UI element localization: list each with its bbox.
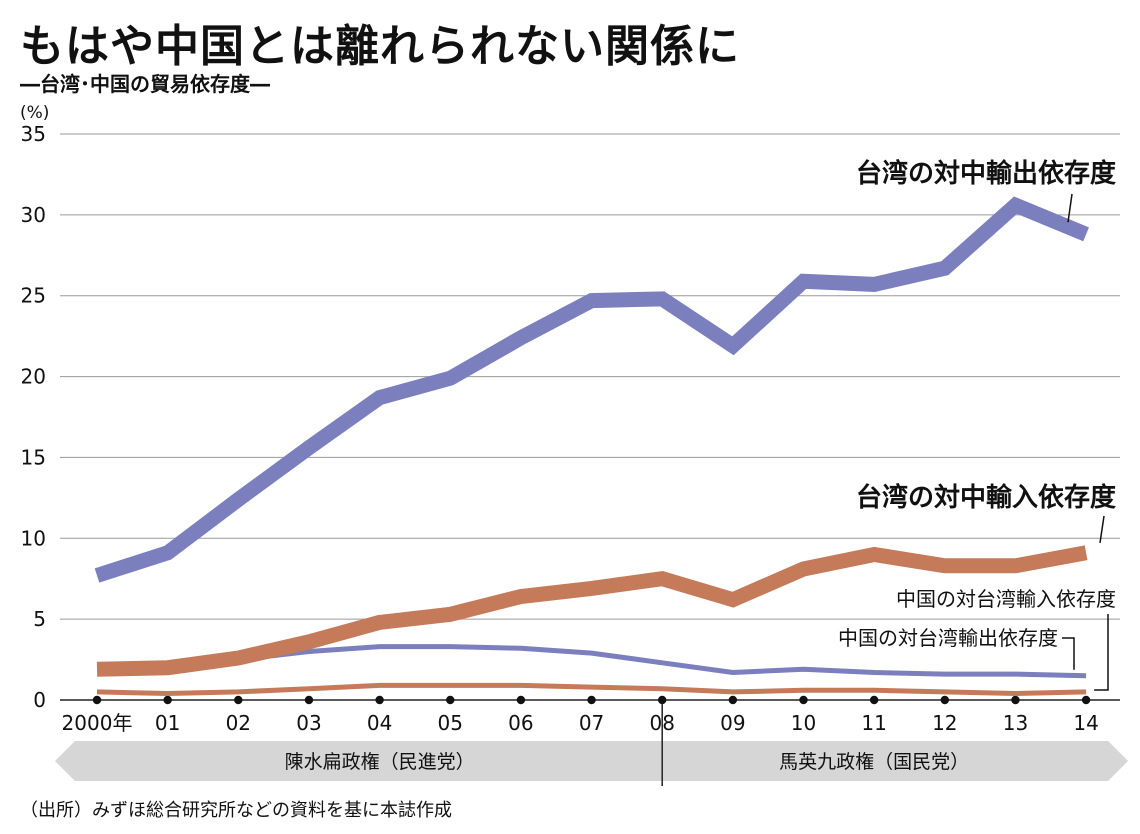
series-line-4 (96, 682, 1087, 697)
period-arrow-band (55, 741, 1129, 781)
x-tick-dot-10 (799, 695, 808, 705)
x-tick-label-12: 12 (932, 711, 957, 735)
x-tick-dot-11 (869, 695, 879, 705)
x-tick-dot-5 (446, 695, 455, 705)
x-tick-label-9: 09 (720, 711, 745, 735)
annotation-label-4: 中国の対台湾輸出依存度 (838, 626, 1058, 650)
x-tick-dot-1 (163, 695, 172, 705)
x-tick-dot-13 (1011, 695, 1020, 705)
y-tick-label-35: 35 (21, 122, 46, 146)
y-tick-label-10: 10 (21, 526, 46, 550)
x-tick-label-13: 13 (1003, 711, 1028, 735)
x-tick-label-1: 01 (155, 711, 180, 735)
y-tick-label-5: 5 (33, 607, 46, 631)
series-line-2 (96, 545, 1088, 677)
x-tick-label-2: 02 (226, 711, 251, 735)
chart-subtitle: ―台湾･中国の貿易依存度― (20, 72, 270, 96)
x-tick-dot-4 (375, 695, 384, 705)
annotation-leader-4 (1062, 637, 1075, 670)
annotation-leader-2 (1099, 515, 1105, 543)
chart-title: もはや中国とは離れられない関係に (20, 21, 740, 72)
x-tick-dot-6 (516, 695, 526, 705)
x-tick-label-10: 10 (791, 711, 816, 735)
x-tick-label-14: 14 (1073, 711, 1098, 735)
source-note: （出所）みずほ総合研究所などの資料を基に本誌作成 (20, 800, 452, 821)
annotation-label-3: 中国の対台湾輸入依存度 (896, 587, 1116, 611)
x-tick-label-0: 2000年 (62, 711, 133, 735)
x-tick-dot-8 (658, 695, 667, 705)
y-tick-label-25: 25 (21, 284, 46, 308)
y-tick-label-0: 0 (33, 688, 46, 712)
x-tick-label-8: 08 (649, 711, 674, 735)
x-tick-label-6: 06 (508, 711, 533, 735)
x-tick-dot-9 (728, 695, 738, 705)
x-tick-dot-2 (234, 695, 243, 705)
x-tick-label-5: 05 (438, 711, 463, 735)
x-tick-label-11: 11 (861, 711, 886, 735)
period-label-1: 陳水扁政権（民進党） (285, 751, 475, 773)
x-tick-label-4: 04 (367, 711, 392, 735)
x-tick-dot-0 (92, 695, 102, 705)
x-tick-dot-7 (587, 695, 596, 705)
annotation-leader-3 (1094, 614, 1109, 691)
annotation-label-1: 台湾の対中輸出依存度 (856, 158, 1116, 189)
x-tick-dot-12 (940, 695, 949, 705)
x-tick-label-7: 07 (579, 711, 604, 735)
annotation-leader-1 (1067, 193, 1073, 223)
y-tick-label-30: 30 (21, 203, 46, 227)
x-tick-label-3: 03 (296, 711, 321, 735)
y-axis-unit-label: (%) (20, 103, 49, 123)
x-tick-dot-3 (304, 695, 314, 705)
annotation-label-2: 台湾の対中輸入依存度 (856, 482, 1116, 513)
y-tick-label-15: 15 (21, 445, 46, 469)
period-label-2: 馬英九政権（国民党） (779, 751, 969, 773)
y-tick-label-20: 20 (21, 365, 46, 389)
x-tick-dot-14 (1081, 695, 1091, 705)
series-line-1 (94, 196, 1089, 583)
